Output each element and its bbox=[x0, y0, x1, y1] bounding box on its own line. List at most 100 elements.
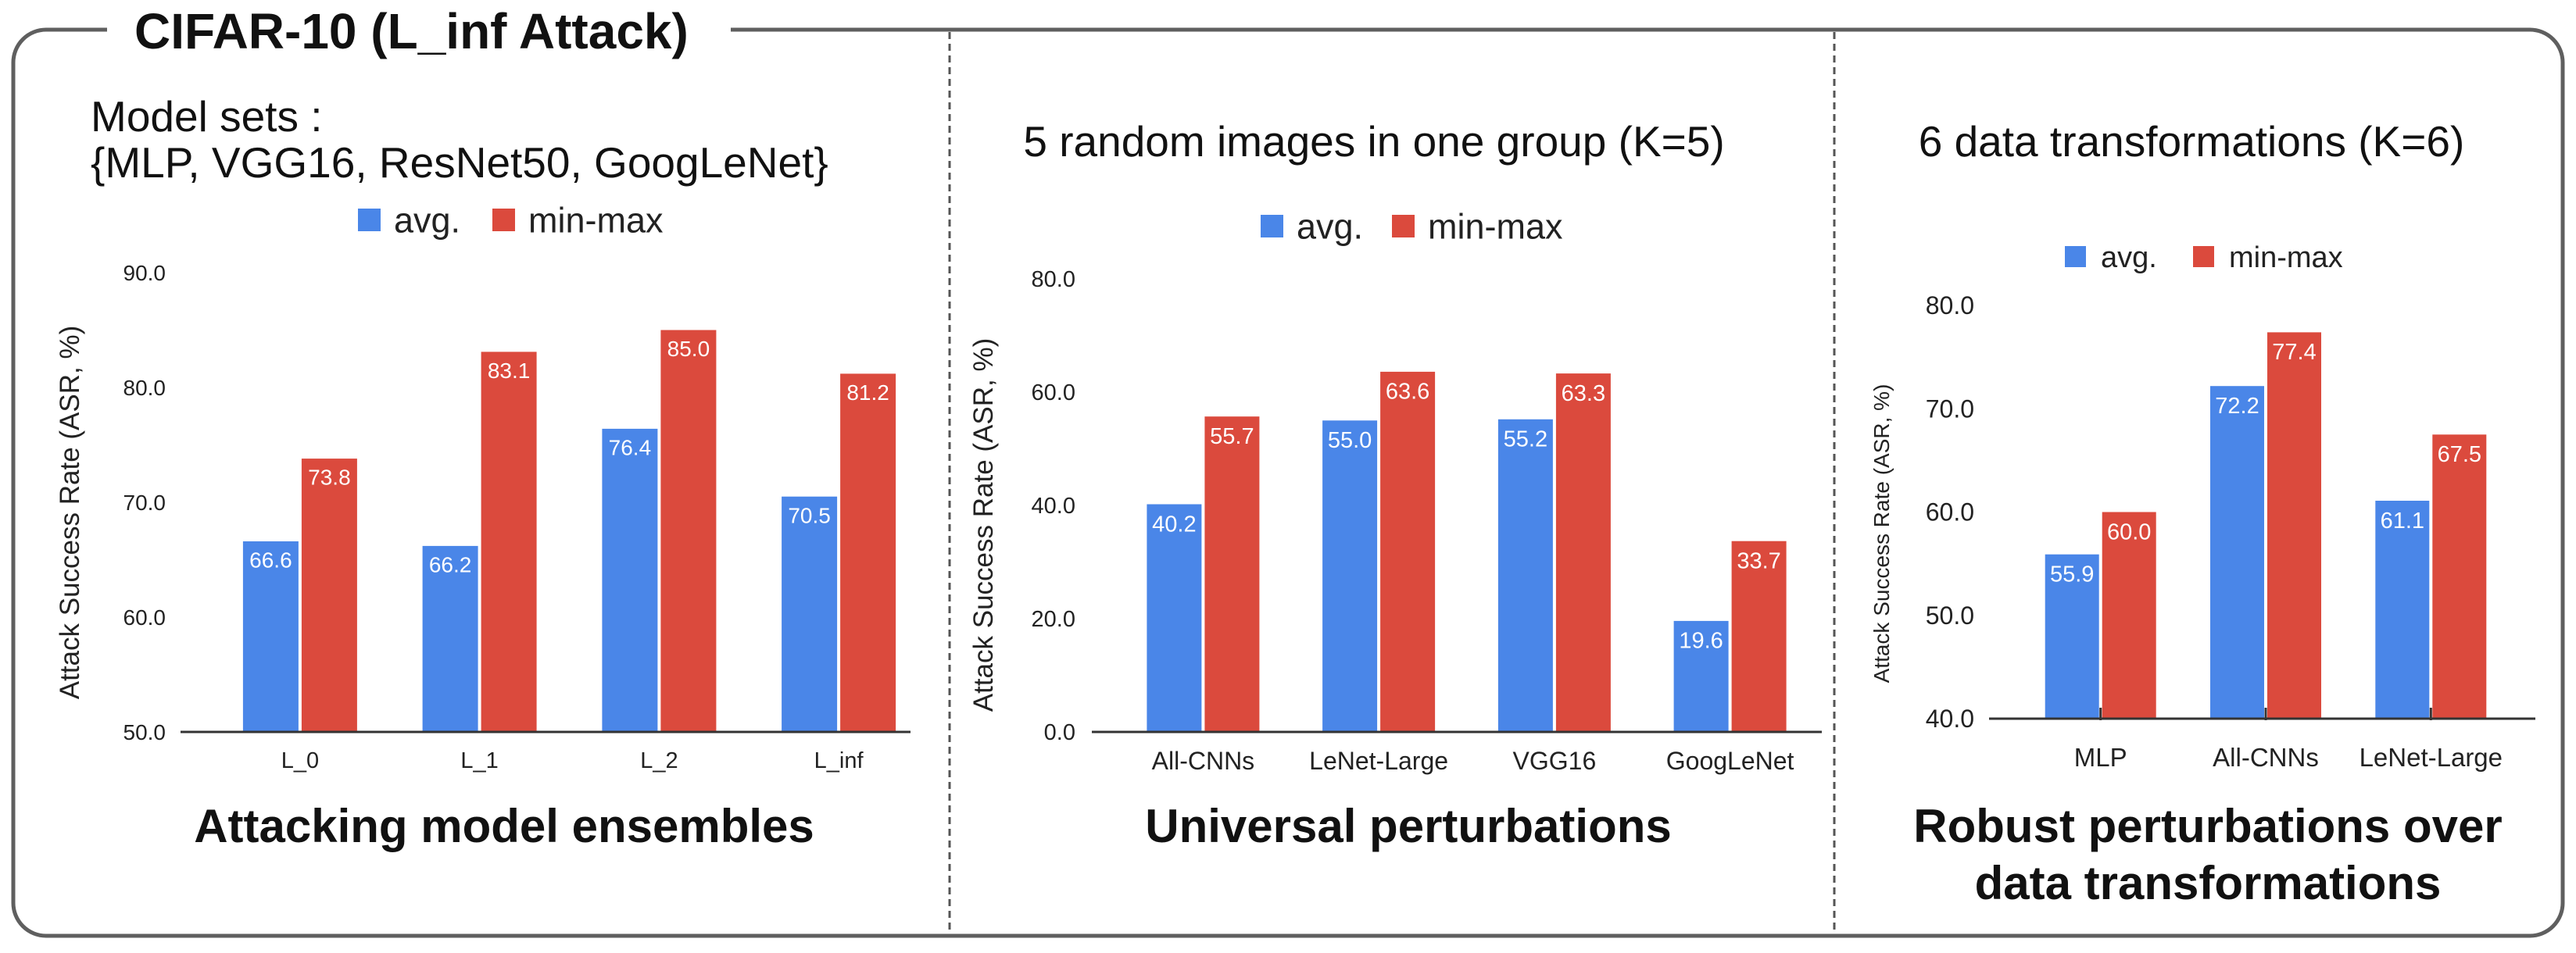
figure-title: CIFAR-10 (L_inf Attack) bbox=[134, 3, 689, 59]
bar-avg-l-inf bbox=[782, 496, 838, 732]
data-label-avg-googlenet: 19.6 bbox=[1679, 629, 1723, 654]
data-label-avg-lenet-large: 55.0 bbox=[1328, 428, 1372, 453]
bar-avg-all-cnns bbox=[2210, 386, 2264, 719]
data-label-min-max-l-0: 73.8 bbox=[308, 466, 351, 490]
bar-min-max-l-inf bbox=[840, 373, 896, 732]
legend-swatch-avg bbox=[358, 209, 381, 231]
legend-label-min-max: min-max bbox=[2229, 241, 2343, 274]
data-label-avg-mlp: 55.9 bbox=[2050, 562, 2094, 587]
legend-label-avg: avg. bbox=[394, 200, 460, 240]
panel-heading: 6 data transformations (K=6) bbox=[1919, 117, 2465, 166]
bar-min-max-l-0 bbox=[301, 459, 357, 732]
y-tick-label: 80.0 bbox=[123, 376, 166, 400]
y-axis-title: Attack Success Rate (ASR, %) bbox=[1869, 384, 1894, 684]
data-label-avg-l-2: 76.4 bbox=[609, 436, 652, 460]
y-axis-title: Attack Success Rate (ASR, %) bbox=[968, 338, 999, 712]
bar-avg-l-2 bbox=[602, 428, 658, 732]
y-tick-label: 70.0 bbox=[123, 491, 166, 515]
y-tick-label: 20.0 bbox=[1032, 607, 1075, 632]
data-label-avg-lenet-large: 61.1 bbox=[2381, 509, 2424, 534]
data-label-min-max-all-cnns: 55.7 bbox=[1210, 424, 1254, 449]
x-tick-label-googlenet: GoogLeNet bbox=[1666, 747, 1794, 775]
legend-swatch-avg bbox=[2065, 246, 2086, 267]
x-tick-label-lenet-large: LeNet-Large bbox=[1309, 747, 1448, 775]
plot-area: 0.0 20.0 40.0 60.0 80.0 40.2 55.7 All-CNNs 55.0 6… bbox=[1032, 206, 1822, 775]
panel-caption: Robust perturbations over bbox=[1913, 800, 2502, 852]
data-label-min-max-all-cnns: 77.4 bbox=[2272, 340, 2316, 365]
panel-heading: {MLP, VGG16, ResNet50, GoogLeNet} bbox=[91, 138, 828, 187]
data-label-min-max-mlp: 60.0 bbox=[2107, 519, 2151, 544]
legend-label-avg: avg. bbox=[1297, 206, 1363, 246]
y-tick-label: 70.0 bbox=[1926, 395, 1974, 423]
bar-avg-vgg16 bbox=[1497, 419, 1553, 732]
y-tick-label: 60.0 bbox=[123, 605, 166, 630]
legend-label-avg: avg. bbox=[2101, 241, 2157, 274]
bar-min-max-l-2 bbox=[660, 330, 717, 732]
data-label-avg-all-cnns: 72.2 bbox=[2215, 394, 2259, 419]
data-label-min-max-lenet-large: 63.6 bbox=[1386, 380, 1429, 405]
figure-title-backdrop bbox=[107, 12, 731, 47]
bar-min-max-googlenet bbox=[1731, 541, 1787, 732]
x-tick-label-vgg16: VGG16 bbox=[1513, 747, 1597, 775]
bar-min-max-all-cnns bbox=[2267, 332, 2321, 719]
bar-avg-mlp bbox=[2045, 554, 2099, 719]
bar-avg-l-1 bbox=[422, 545, 478, 732]
bar-min-max-vgg16 bbox=[1555, 373, 1611, 732]
bar-min-max-all-cnns bbox=[1204, 416, 1260, 732]
y-tick-label: 80.0 bbox=[1926, 291, 1974, 319]
y-tick-label: 90.0 bbox=[123, 261, 166, 285]
bar-min-max-l-1 bbox=[481, 352, 537, 732]
data-label-min-max-l-1: 83.1 bbox=[488, 359, 531, 383]
panel-heading: 5 random images in one group (K=5) bbox=[1023, 117, 1724, 166]
plot-area: 50.0 60.0 70.0 80.0 90.0 66.6 73.8 L_0 66.2 83.1 L… bbox=[123, 200, 911, 773]
legend-swatch-avg bbox=[1261, 215, 1283, 237]
bar-min-max-lenet-large bbox=[1380, 371, 1436, 732]
bar-avg-l-0 bbox=[242, 541, 299, 732]
bar-avg-googlenet bbox=[1673, 620, 1729, 732]
x-tick-label-l-inf: L_inf bbox=[814, 748, 864, 773]
x-tick-label-all-cnns: All-CNNs bbox=[2213, 743, 2319, 772]
y-tick-label: 60.0 bbox=[1032, 380, 1075, 405]
y-tick-label: 80.0 bbox=[1032, 267, 1075, 292]
bar-avg-lenet-large bbox=[1322, 420, 1378, 733]
x-tick-label-lenet-large: LeNet-Large bbox=[2360, 743, 2503, 772]
panel-heading: Model sets : bbox=[91, 92, 323, 141]
bar-avg-all-cnns bbox=[1147, 504, 1202, 732]
panel-caption: Universal perturbations bbox=[1145, 800, 1672, 852]
data-label-min-max-googlenet: 33.7 bbox=[1737, 549, 1780, 574]
data-label-avg-l-0: 66.6 bbox=[249, 548, 292, 573]
legend-label-min-max: min-max bbox=[528, 200, 664, 240]
data-label-avg-vgg16: 55.2 bbox=[1504, 427, 1547, 452]
bar-min-max-lenet-large bbox=[2432, 434, 2487, 719]
plot-area: 40.0 50.0 60.0 70.0 80.0 55.9 60.0 MLP 72.2 77.4 A… bbox=[1926, 241, 2535, 772]
figure-frame bbox=[11, 27, 2565, 938]
panel-caption: Attacking model ensembles bbox=[194, 800, 814, 852]
y-tick-label: 60.0 bbox=[1926, 498, 1974, 526]
y-axis-title: Attack Success Rate (ASR, %) bbox=[55, 326, 85, 699]
y-tick-label: 0.0 bbox=[1044, 720, 1075, 745]
y-tick-label: 50.0 bbox=[123, 720, 166, 744]
y-tick-label: 40.0 bbox=[1926, 705, 1974, 733]
data-label-avg-l-1: 66.2 bbox=[429, 553, 472, 577]
x-tick-label-l-1: L_1 bbox=[460, 748, 498, 773]
panel-caption: data transformations bbox=[1975, 857, 2442, 909]
legend-swatch-min-max bbox=[2193, 246, 2214, 267]
panel-robust-perturbations: 6 data transformations (K=6) Attack Succ… bbox=[1869, 117, 2535, 909]
y-tick-label: 40.0 bbox=[1032, 494, 1075, 519]
bar-min-max-mlp bbox=[2102, 512, 2156, 719]
x-tick-label-mlp: MLP bbox=[2074, 743, 2127, 772]
panel-model-ensembles: Model sets : {MLP, VGG16, ResNet50, Goog… bbox=[55, 92, 911, 852]
data-label-min-max-lenet-large: 67.5 bbox=[2438, 442, 2481, 467]
bar-avg-lenet-large bbox=[2375, 501, 2430, 719]
data-label-avg-all-cnns: 40.2 bbox=[1152, 512, 1196, 537]
x-tick-label-all-cnns: All-CNNs bbox=[1152, 747, 1255, 775]
x-tick-label-l-0: L_0 bbox=[281, 748, 319, 773]
x-tick-label-l-2: L_2 bbox=[640, 748, 678, 773]
data-label-min-max-vgg16: 63.3 bbox=[1562, 381, 1605, 406]
panel-universal-perturbations: 5 random images in one group (K=5) Attac… bbox=[968, 117, 1822, 852]
legend-label-min-max: min-max bbox=[1428, 206, 1563, 246]
legend-swatch-min-max bbox=[1392, 215, 1415, 237]
data-label-min-max-l-inf: 81.2 bbox=[846, 380, 889, 405]
data-label-min-max-l-2: 85.0 bbox=[667, 337, 710, 361]
